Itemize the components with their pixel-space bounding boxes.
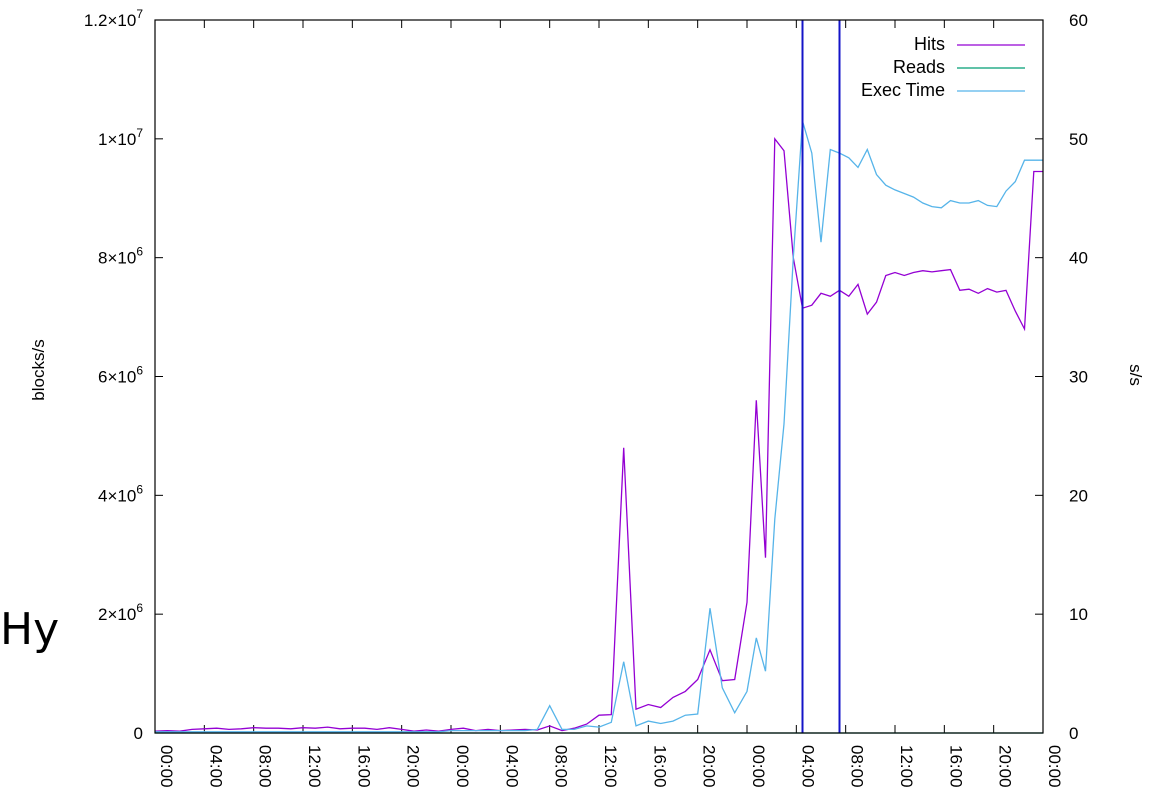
x-tick-label: 04:00 bbox=[798, 745, 817, 788]
x-tick-label: 12:00 bbox=[897, 745, 916, 788]
series-line-hits bbox=[154, 136, 1043, 732]
legend-label: Hits bbox=[914, 34, 945, 54]
y2-axis-label: s/s bbox=[1126, 364, 1145, 386]
x-tick-label: 04:00 bbox=[206, 745, 225, 788]
x-tick-label: 04:00 bbox=[502, 745, 521, 788]
x-tick-label: 16:00 bbox=[946, 745, 965, 788]
y-tick-label: 1×107 bbox=[98, 126, 143, 149]
y2-tick-label: 0 bbox=[1069, 724, 1078, 743]
series-layer bbox=[154, 120, 1043, 734]
x-tick-label: 08:00 bbox=[552, 745, 571, 788]
y-tick-label: 6×106 bbox=[98, 364, 143, 387]
y2-tick-label: 20 bbox=[1069, 486, 1088, 505]
x-tick-label: 00:00 bbox=[453, 745, 472, 788]
x-tick-label: 20:00 bbox=[404, 745, 423, 788]
legend: Hits Reads Exec Time bbox=[861, 34, 1025, 100]
overlay-text: Hy bbox=[0, 604, 60, 655]
y2-tick-label: 40 bbox=[1069, 249, 1088, 268]
x-tick-label: 00:00 bbox=[749, 745, 768, 788]
x-tick-label: 08:00 bbox=[256, 745, 275, 788]
y2-tick-label: 60 bbox=[1069, 11, 1088, 30]
y-tick-label: 8×106 bbox=[98, 245, 143, 268]
x-tick-labels: 00:00 04:00 08:00 12:00 16:00 20:00 00:00 04:00… bbox=[157, 745, 1064, 788]
y-tick-label: 4×106 bbox=[98, 482, 143, 505]
y2-tick-labels: 0 10 20 30 40 50 60 bbox=[1069, 11, 1088, 743]
y-tick-labels: 0 2×106 4×106 6×106 8×106 1×107 1.2×107 bbox=[84, 7, 143, 743]
y-tick-label: 1.2×107 bbox=[84, 7, 143, 30]
vertical-markers bbox=[801, 20, 841, 733]
x-tick-label: 00:00 bbox=[1045, 745, 1064, 788]
y-axis-label: blocks/s bbox=[29, 339, 48, 400]
x-tick-label: 16:00 bbox=[354, 745, 373, 788]
x-tick-label: 20:00 bbox=[996, 745, 1015, 788]
y-tick-label: 0 bbox=[134, 724, 143, 743]
x-tick-label: 12:00 bbox=[305, 745, 324, 788]
legend-label: Exec Time bbox=[861, 80, 945, 100]
y2-tick-label: 50 bbox=[1069, 130, 1088, 149]
series-line-exec-time bbox=[155, 120, 1043, 733]
y-tick-label: 2×106 bbox=[98, 601, 143, 624]
x-tick-label: 08:00 bbox=[848, 745, 867, 788]
x-tick-label: 12:00 bbox=[601, 745, 620, 788]
y2-tick-label: 30 bbox=[1069, 368, 1088, 387]
y2-tick-label: 10 bbox=[1069, 605, 1088, 624]
legend-label: Reads bbox=[893, 57, 945, 77]
plot-border bbox=[154, 19, 1044, 734]
x-tick-label: 20:00 bbox=[700, 745, 719, 788]
x-tick-label: 16:00 bbox=[650, 745, 669, 788]
x-tick-label: 00:00 bbox=[157, 745, 176, 788]
tick-marks bbox=[154, 19, 1044, 734]
